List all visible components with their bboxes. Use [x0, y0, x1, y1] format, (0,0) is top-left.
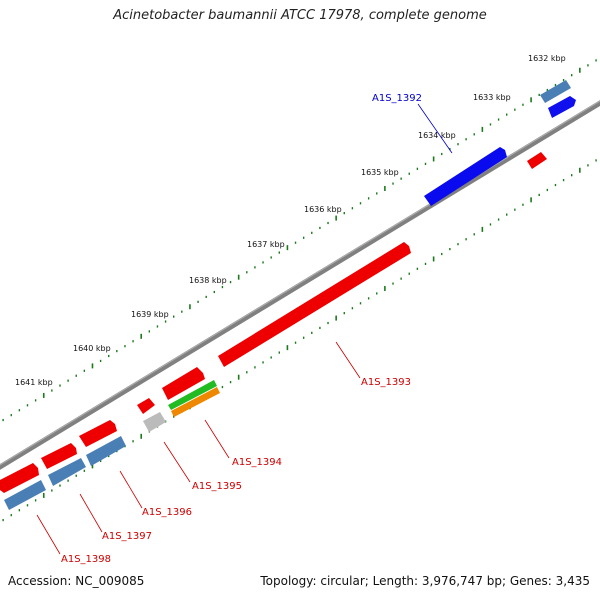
genome-summary-text: Topology: circular; Length: 3,976,747 bp…	[260, 574, 590, 588]
gene-a1s-1397	[41, 443, 77, 469]
gene-features	[0, 80, 576, 510]
scale-label: 1635 kbp	[361, 168, 399, 177]
gene-label-a1s-1392: A1S_1392	[372, 93, 422, 104]
genome-backbone	[0, 100, 600, 470]
gene-label-a1s-1397: A1S_1397	[102, 531, 152, 542]
accession-text: Accession: NC_009085	[8, 574, 145, 588]
scale-label: 1632 kbp	[528, 54, 566, 63]
scale-label: 1640 kbp	[73, 344, 111, 353]
callout-lines	[36, 103, 453, 555]
scale-label: 1634 kbp	[418, 131, 456, 140]
scale-label: 1636 kbp	[304, 205, 342, 214]
gene-feature	[86, 436, 126, 466]
gene-a1s-1398	[0, 463, 39, 493]
scale-label: 1633 kbp	[473, 93, 511, 102]
gene-feature	[171, 387, 220, 417]
gene-a1s-1396	[79, 420, 117, 447]
gene-feature	[4, 480, 46, 510]
scale-label: 1638 kbp	[189, 276, 227, 285]
scale-labels: 1632 kbp 1633 kbp 1634 kbp 1635 kbp 1636…	[15, 54, 566, 387]
gene-feature	[540, 80, 571, 103]
gene-label-a1s-1393: A1S_1393	[361, 377, 411, 388]
gene-a1s-1395	[137, 398, 155, 414]
gene-feature	[548, 96, 576, 118]
gene-labels: A1S_1392 A1S_1393 A1S_1394 A1S_1395 A1S_…	[61, 93, 422, 565]
tick-marks	[2, 59, 597, 522]
scale-label: 1637 kbp	[247, 240, 285, 249]
gene-feature	[527, 152, 547, 169]
gene-label-a1s-1394: A1S_1394	[232, 457, 282, 468]
gene-feature	[48, 458, 86, 486]
gene-feature	[168, 380, 217, 410]
gene-a1s-1394	[162, 367, 205, 400]
gene-a1s-1393	[218, 242, 411, 367]
gene-label-a1s-1395: A1S_1395	[192, 481, 242, 492]
scale-label: 1641 kbp	[15, 378, 53, 387]
map-title: Acinetobacter baumannii ATCC 17978, comp…	[113, 8, 487, 23]
scale-label: 1639 kbp	[131, 310, 169, 319]
gene-a1s-1392	[424, 147, 507, 206]
gene-label-a1s-1398: A1S_1398	[61, 554, 111, 565]
gene-label-a1s-1396: A1S_1396	[142, 507, 192, 518]
gene-feature	[143, 412, 166, 432]
